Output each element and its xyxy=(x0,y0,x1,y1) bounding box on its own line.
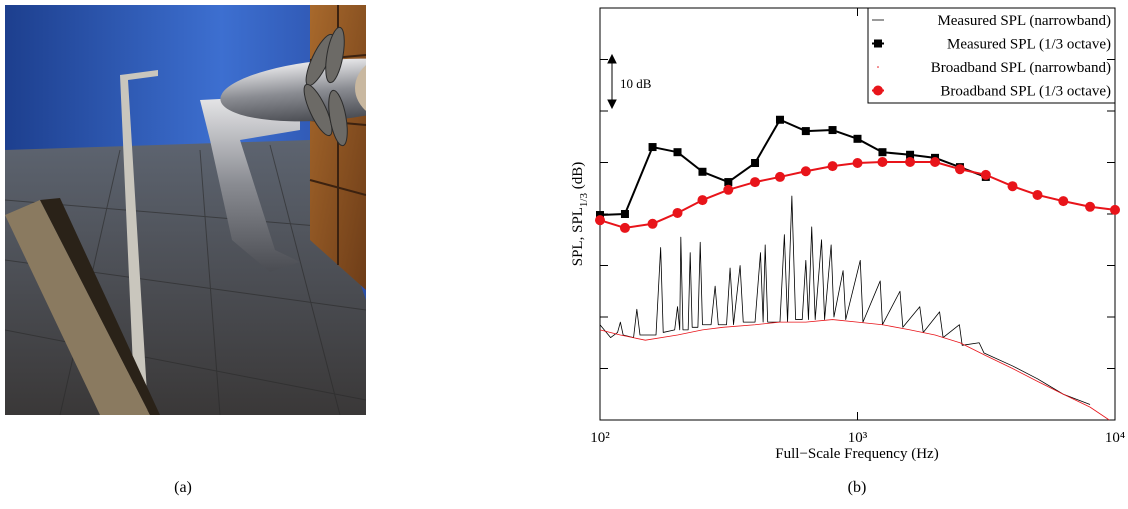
marker xyxy=(647,218,658,229)
marker xyxy=(648,143,657,152)
series-line xyxy=(599,319,1110,421)
marker xyxy=(1032,189,1043,200)
y-axis-label-main: SPL, SPL xyxy=(570,207,586,266)
caption: (a) xyxy=(174,479,192,496)
marker xyxy=(800,166,811,177)
photo xyxy=(5,5,366,415)
legend-marker xyxy=(877,66,879,68)
series-line xyxy=(599,195,1091,405)
marker xyxy=(619,222,630,233)
series-line xyxy=(599,118,987,217)
caption: (b) xyxy=(848,479,867,496)
marker xyxy=(852,158,863,169)
marker xyxy=(980,169,991,180)
legend-label: Broadband SPL (1/3 octave) xyxy=(940,84,1111,100)
marker xyxy=(697,195,708,206)
marker xyxy=(877,156,888,167)
marker xyxy=(828,126,837,135)
marker xyxy=(878,148,887,157)
legend-marker xyxy=(873,85,883,96)
marker xyxy=(774,171,785,182)
marker xyxy=(1058,196,1069,207)
marker xyxy=(672,207,683,218)
marker xyxy=(724,178,733,187)
marker xyxy=(750,177,761,188)
marker xyxy=(595,215,605,226)
y-axis-label-unit: (dB) xyxy=(570,162,586,193)
marker xyxy=(620,210,629,218)
marker xyxy=(930,156,941,167)
marker xyxy=(775,115,784,124)
y-axis-label-sub: 1/3 xyxy=(578,192,590,207)
marker xyxy=(905,156,916,167)
legend-box xyxy=(867,7,1116,104)
marker xyxy=(1110,204,1120,215)
marker xyxy=(698,167,707,176)
x-tick-label: 10² xyxy=(590,430,610,446)
marker xyxy=(1007,181,1018,192)
scale-arrow xyxy=(607,53,617,110)
legend-label: Measured SPL (1/3 octave) xyxy=(947,37,1111,53)
legend-marker xyxy=(874,39,882,48)
marker xyxy=(853,134,862,143)
marker xyxy=(827,161,838,172)
legend-label: Measured SPL (narrowband) xyxy=(937,13,1111,29)
legend-label: Broadband SPL (narrowband) xyxy=(931,60,1111,76)
marker xyxy=(723,184,734,195)
y-axis-label: SPL, SPL1/3 (dB) xyxy=(570,162,590,267)
marker xyxy=(954,164,965,175)
x-tick-label: 10³ xyxy=(848,430,868,446)
marker xyxy=(801,127,810,136)
marker xyxy=(751,159,760,168)
marker xyxy=(673,148,682,157)
x-tick-label: 10⁴ xyxy=(1105,430,1125,446)
marker xyxy=(596,211,604,220)
marker xyxy=(906,150,915,159)
marker xyxy=(1085,201,1096,212)
annotation: 10 dB xyxy=(620,76,652,91)
x-axis-label: Full−Scale Frequency (Hz) xyxy=(775,446,938,462)
